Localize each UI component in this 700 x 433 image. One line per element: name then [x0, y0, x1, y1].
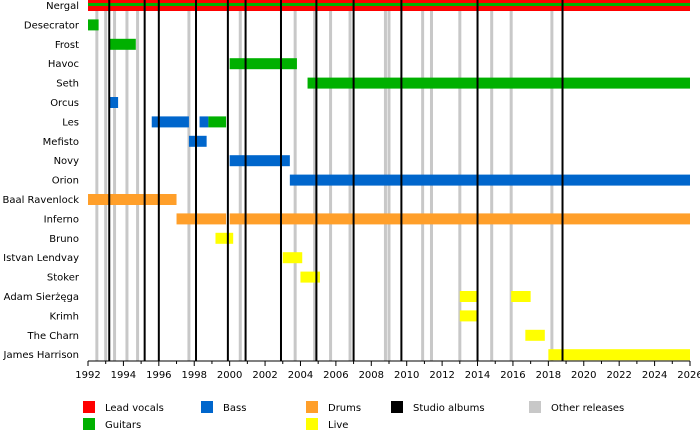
bar-mefisto-bass — [188, 135, 207, 147]
member-label-nergal: Nergal — [46, 1, 79, 12]
bar-inferno-drums — [229, 213, 690, 225]
bar-bruno-live — [215, 232, 234, 244]
x-tick-label: 2018 — [536, 370, 561, 381]
legend-swatch-live — [306, 418, 318, 430]
x-tick-label: 1994 — [111, 370, 136, 381]
member-label-baal-ravenlock: Baal Ravenlock — [2, 195, 79, 206]
member-labels: Nergal Desecrator Frost Havoc Seth Orcus Les Me… — [2, 1, 79, 361]
legend-swatch-studio-albums — [391, 401, 403, 413]
legend-label-drums: Drums — [328, 403, 361, 414]
x-tick-label: 2026 — [677, 370, 700, 381]
legend-swatch-other-releases — [529, 401, 541, 413]
bar-krimh-live — [459, 310, 478, 322]
x-tick-label: 2024 — [642, 370, 667, 381]
bar-adam-sierzega-live — [459, 291, 478, 302]
legend-swatch-lead-vocals — [83, 401, 95, 413]
member-label-havoc: Havoc — [48, 59, 79, 70]
x-tick-label: 1992 — [75, 370, 100, 381]
bar-baal-ravenlock-drums — [88, 194, 177, 205]
member-label-bruno: Bruno — [49, 234, 79, 245]
bar-adam-sierzega-live — [511, 291, 531, 302]
bar-james-harrison-live — [548, 349, 690, 361]
x-tick-label: 2006 — [323, 370, 348, 381]
x-tick-label: 2012 — [429, 370, 454, 381]
bar-les-bass — [199, 116, 209, 128]
legend-swatch-drums — [306, 401, 318, 413]
x-tick-label: 2004 — [288, 370, 313, 381]
x-tick-label: 2000 — [217, 370, 242, 381]
bar-inferno-drums — [176, 213, 227, 225]
bar-orcus-bass — [109, 97, 119, 108]
x-tick-label: 2008 — [359, 370, 384, 381]
legend-label-live: Live — [328, 420, 348, 431]
x-tick-label: 2016 — [500, 370, 525, 381]
legend-label-guitars: Guitars — [105, 420, 141, 431]
bar-les-bass — [151, 116, 189, 128]
x-tick-label: 2014 — [465, 370, 490, 381]
member-label-the-charn: The Charn — [27, 331, 80, 342]
bar-novy-bass — [229, 155, 290, 167]
member-label-istvan-lendvay: Istvan Lendvay — [3, 253, 79, 264]
bar-nergal-guitars — [88, 3, 690, 6]
member-label-desecrator: Desecrator — [24, 20, 80, 31]
x-tick-label: 2002 — [252, 370, 277, 381]
legend-label-studio-albums: Studio albums — [413, 403, 485, 414]
x-tick-label: 1996 — [146, 370, 171, 381]
legend-swatch-bass — [201, 401, 213, 413]
bar-frost-guitars — [109, 38, 136, 50]
legend-label-lead-vocals: Lead vocals — [105, 403, 164, 414]
member-label-les: Les — [62, 117, 79, 128]
bar-stoker-live — [300, 271, 320, 283]
member-label-frost: Frost — [55, 40, 79, 51]
member-label-james-harrison: James Harrison — [3, 350, 80, 361]
legend-label-other-releases: Other releases — [551, 403, 624, 414]
member-label-orcus: Orcus — [50, 98, 79, 109]
bar-les-guitars — [208, 116, 227, 128]
bar-orion-bass — [289, 174, 690, 186]
legend-label-bass: Bass — [223, 403, 246, 414]
member-label-adam-sierzega: Adam Sierżęga — [4, 292, 79, 303]
x-tick-label: 2020 — [571, 370, 596, 381]
membership-bars — [88, 0, 690, 361]
x-tick-label: 1998 — [182, 370, 207, 381]
bar-havoc-guitars — [229, 58, 297, 70]
member-label-stoker: Stoker — [47, 273, 80, 284]
member-label-seth: Seth — [56, 79, 79, 90]
bar-the-charn-live — [525, 329, 545, 341]
x-tick-label: 2010 — [394, 370, 419, 381]
member-label-mefisto: Mefisto — [43, 137, 79, 148]
bar-istvan-lendvay-live — [282, 252, 303, 264]
member-label-inferno: Inferno — [44, 214, 79, 225]
legend: Lead vocals Bass Drums Studio albums Other r… — [83, 401, 624, 431]
x-tick-label: 2022 — [606, 370, 631, 381]
bar-desecrator-guitars — [88, 19, 99, 31]
member-label-orion: Orion — [52, 176, 79, 187]
legend-swatch-guitars — [83, 418, 95, 430]
member-label-novy: Novy — [54, 156, 80, 167]
bar-seth-guitars — [307, 77, 690, 89]
x-axis: 1992 1994 1996 1998 2000 2002 2004 2006 2008 2010… — [75, 360, 700, 381]
member-label-krimh: Krimh — [49, 311, 79, 322]
